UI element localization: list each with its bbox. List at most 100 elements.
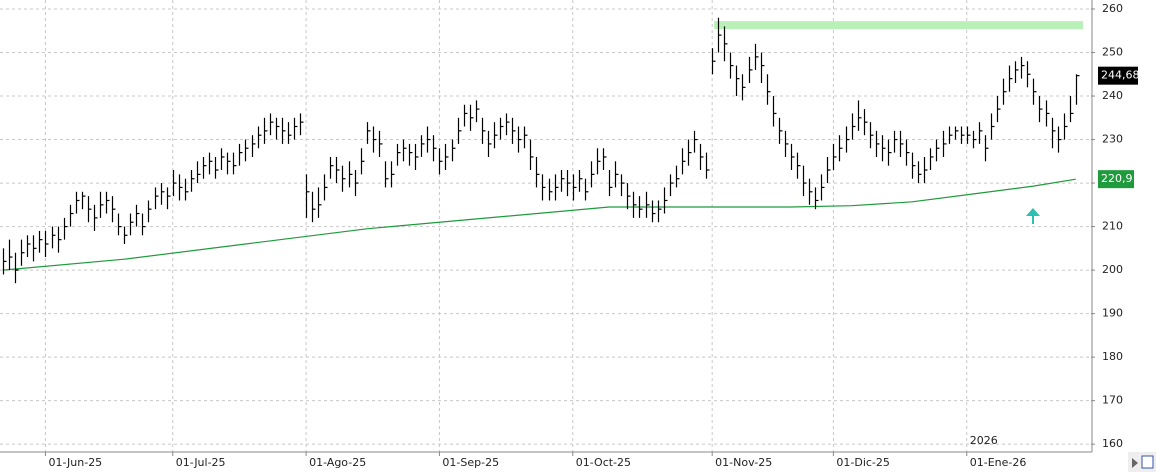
ohlc-bar bbox=[414, 143, 419, 171]
ohlc-bar bbox=[196, 161, 201, 184]
ohlc-bar bbox=[602, 148, 607, 171]
ohlc-bar bbox=[208, 152, 213, 175]
year-label: 2026 bbox=[970, 434, 998, 447]
ohlc-bar bbox=[135, 204, 140, 227]
ohlc-bar bbox=[166, 187, 171, 210]
ohlc-bar bbox=[1032, 78, 1037, 105]
ohlc-bar bbox=[141, 213, 146, 236]
ohlc-bar bbox=[341, 165, 346, 192]
ohlc-bar bbox=[754, 43, 759, 70]
ohlc-bar bbox=[638, 196, 643, 218]
ohlc-bar bbox=[996, 96, 1001, 123]
scroll-button[interactable] bbox=[1132, 458, 1138, 468]
ohlc-bar bbox=[1002, 78, 1007, 105]
ohlc-bar bbox=[14, 252, 19, 284]
ohlc-bar bbox=[57, 226, 62, 253]
ohlc-bar bbox=[675, 165, 680, 188]
y-tick-label: 160 bbox=[1102, 437, 1123, 450]
y-tick-label: 200 bbox=[1102, 263, 1123, 276]
ohlc-bar bbox=[214, 156, 219, 179]
ohlc-bar bbox=[378, 130, 383, 157]
ohlc-bar bbox=[8, 239, 13, 271]
ohlc-bar bbox=[820, 174, 825, 201]
ohlc-bar bbox=[523, 126, 528, 149]
ohlc-bar bbox=[1020, 56, 1025, 79]
ohlc-bar bbox=[657, 200, 662, 223]
ohlc-bar bbox=[111, 196, 116, 223]
ohlc-bar bbox=[360, 148, 365, 175]
y-tick-label: 230 bbox=[1102, 133, 1123, 146]
ohlc-bar bbox=[972, 130, 977, 149]
ohlc-bar bbox=[632, 191, 637, 218]
ohlc-bar bbox=[808, 178, 813, 205]
ohlc-bar bbox=[1026, 61, 1031, 88]
ohlc-bar bbox=[857, 100, 862, 131]
ohlc-bar bbox=[893, 130, 898, 153]
ohlc-bar bbox=[832, 143, 837, 171]
ohlc-bar bbox=[917, 161, 922, 184]
ohlc-bar bbox=[717, 17, 722, 53]
save-button[interactable] bbox=[1141, 455, 1154, 469]
ohlc-bar bbox=[572, 174, 577, 201]
ohlc-bar bbox=[293, 117, 298, 140]
ohlc-bar bbox=[960, 126, 965, 144]
ohlc-bar bbox=[911, 152, 916, 179]
ohlc-bar bbox=[226, 152, 231, 175]
ohlc-bar bbox=[220, 148, 225, 171]
y-tick-label: 260 bbox=[1102, 2, 1123, 15]
ohlc-bar bbox=[529, 139, 534, 171]
ohlc-bar bbox=[329, 156, 334, 179]
ohlc-bar bbox=[548, 178, 553, 201]
ohlc-bar bbox=[681, 148, 686, 175]
ohlc-bar bbox=[851, 113, 856, 140]
ohlc-bar bbox=[487, 130, 492, 157]
ohlc-bar bbox=[535, 156, 540, 188]
ohlc-bar bbox=[178, 174, 183, 201]
ohlc-bar bbox=[1069, 96, 1074, 123]
ohlc-bar bbox=[1045, 100, 1050, 127]
ohlc-bar bbox=[354, 170, 359, 197]
ohlc-bar bbox=[845, 126, 850, 153]
ohlc-bar bbox=[335, 156, 340, 184]
ohlc-bar bbox=[438, 148, 443, 175]
ohlc-bar bbox=[966, 126, 971, 144]
ohlc-bar bbox=[784, 130, 789, 157]
ma-label: 220,9 bbox=[1101, 172, 1133, 185]
ohlc-bar bbox=[693, 130, 698, 153]
ohlc-bar bbox=[457, 117, 462, 144]
ohlc-bar bbox=[645, 191, 650, 218]
ohlc-bar bbox=[505, 113, 510, 136]
ohlc-bar bbox=[990, 113, 995, 140]
ohlc-bar bbox=[1008, 65, 1013, 92]
ohlc-bar bbox=[511, 117, 516, 144]
y-tick-label: 170 bbox=[1102, 394, 1123, 407]
ohlc-bar bbox=[305, 174, 310, 218]
ohlc-bar bbox=[232, 152, 237, 175]
ohlc-bar bbox=[790, 143, 795, 171]
x-tick-label: 01-Ene-26 bbox=[970, 456, 1027, 469]
ohlc-bar bbox=[1063, 113, 1068, 140]
ohlc-bar bbox=[317, 187, 322, 218]
ohlc-bar bbox=[1075, 74, 1080, 105]
ohlc-bar bbox=[614, 161, 619, 188]
ohlc-bar bbox=[323, 174, 328, 201]
ohlc-bar bbox=[123, 226, 128, 244]
up-arrow bbox=[1026, 208, 1040, 224]
ohlc-bar bbox=[38, 230, 43, 253]
ohlc-bar bbox=[560, 170, 565, 192]
ohlc-bar bbox=[469, 104, 474, 131]
ohlc-bar bbox=[578, 170, 583, 192]
ohlc-bar bbox=[408, 143, 413, 166]
ohlc-bar bbox=[287, 122, 292, 144]
moving-average bbox=[2, 178, 1076, 271]
ohlc-bar bbox=[1057, 126, 1062, 153]
ohlc-bar bbox=[238, 143, 243, 166]
ohlc-bar bbox=[584, 178, 589, 201]
ohlc-bar bbox=[942, 130, 947, 157]
ohlc-bar bbox=[384, 161, 389, 188]
ohlc-bar bbox=[984, 135, 989, 162]
ohlc-bar bbox=[875, 130, 880, 157]
y-tick-label: 210 bbox=[1102, 220, 1123, 233]
